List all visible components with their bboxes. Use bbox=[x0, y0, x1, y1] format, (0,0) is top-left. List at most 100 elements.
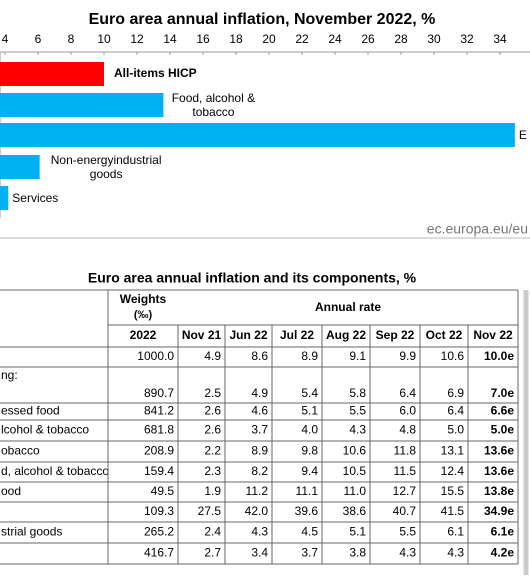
cell: 40.7 bbox=[393, 504, 417, 518]
x-tick-label: 16 bbox=[196, 32, 210, 46]
column-header: Nov 21 bbox=[182, 328, 222, 342]
cell: 841.2 bbox=[144, 404, 174, 418]
cell: 208.9 bbox=[144, 444, 174, 458]
cell: 6.4 bbox=[399, 386, 416, 400]
bar bbox=[0, 186, 9, 210]
x-tick-label: 10 bbox=[97, 32, 111, 46]
cell: 6.1e bbox=[491, 525, 515, 539]
row-label: ood bbox=[1, 484, 21, 498]
x-tick-label: 8 bbox=[68, 32, 75, 46]
cell: 1.9 bbox=[204, 484, 221, 498]
cell: 39.6 bbox=[295, 504, 319, 518]
cell: 4.3 bbox=[251, 525, 268, 539]
bar-label: All-items HICP bbox=[114, 66, 197, 80]
source: ec.europa.eu/eu bbox=[427, 221, 528, 237]
cell: 3.7 bbox=[301, 546, 318, 560]
row-label: lcohol & tobacco bbox=[1, 423, 89, 437]
bar bbox=[0, 62, 104, 86]
cell: 5.0 bbox=[447, 423, 464, 437]
cell: 109.3 bbox=[144, 504, 174, 518]
row-label: ng: bbox=[1, 368, 18, 382]
cell: 5.1 bbox=[301, 404, 318, 418]
cell: 416.7 bbox=[144, 546, 174, 560]
cell: 7.0e bbox=[491, 386, 515, 400]
cell: 10.6 bbox=[343, 444, 367, 458]
header-annual-rate: Annual rate bbox=[315, 300, 381, 314]
cell: 34.9e bbox=[484, 504, 514, 518]
x-tick-label: 12 bbox=[130, 32, 144, 46]
cell: 42.0 bbox=[245, 504, 269, 518]
header-weights: (‰) bbox=[134, 309, 153, 321]
cell: 15.5 bbox=[441, 484, 465, 498]
cell: 4.3 bbox=[349, 423, 366, 437]
cell: 2.3 bbox=[204, 464, 221, 478]
x-tick-label: 4 bbox=[2, 32, 9, 46]
cell: 9.8 bbox=[301, 444, 318, 458]
cell: 12.7 bbox=[393, 484, 417, 498]
row-label: strial goods bbox=[1, 525, 62, 539]
x-tick-label: 22 bbox=[295, 32, 309, 46]
cell: 3.8 bbox=[349, 546, 366, 560]
cell: 12.4 bbox=[441, 464, 465, 478]
x-tick-label: 28 bbox=[394, 32, 408, 46]
cell: 5.5 bbox=[399, 525, 416, 539]
column-header: Oct 22 bbox=[426, 328, 463, 342]
cell: 1000.0 bbox=[137, 349, 174, 363]
cell: 38.6 bbox=[343, 504, 367, 518]
bar bbox=[0, 155, 40, 179]
cell: 3.7 bbox=[251, 423, 268, 437]
cell: 8.9 bbox=[301, 349, 318, 363]
chart-title: Euro area annual inflation, November 202… bbox=[89, 11, 436, 28]
column-header: Sep 22 bbox=[376, 328, 415, 342]
cell: 2.5 bbox=[204, 386, 221, 400]
cell: 5.4 bbox=[301, 386, 318, 400]
cell: 6.6e bbox=[491, 404, 515, 418]
cell: 265.2 bbox=[144, 525, 174, 539]
cell: 4.6 bbox=[251, 404, 268, 418]
cell: 6.9 bbox=[447, 386, 464, 400]
row-label: obacco bbox=[1, 444, 40, 458]
cell: 4.3 bbox=[399, 546, 416, 560]
cell: 9.1 bbox=[349, 349, 366, 363]
cell: 11.1 bbox=[296, 484, 319, 498]
cell: 4.3 bbox=[447, 546, 464, 560]
bar bbox=[0, 123, 515, 147]
cell: 13.1 bbox=[441, 444, 465, 458]
cell: 11.8 bbox=[394, 444, 417, 458]
cell: 2.6 bbox=[204, 404, 221, 418]
cell: 49.5 bbox=[151, 484, 175, 498]
cell: 5.5 bbox=[349, 404, 366, 418]
cell: 8.2 bbox=[251, 464, 268, 478]
cell: 5.0e bbox=[491, 423, 515, 437]
bar-label: Non-energyindustrial goods bbox=[50, 153, 162, 181]
cell: 9.9 bbox=[399, 349, 416, 363]
x-tick-label: 6 bbox=[35, 32, 42, 46]
cell: 6.0 bbox=[399, 404, 416, 418]
column-header: Aug 22 bbox=[326, 328, 366, 342]
cell: 2.7 bbox=[204, 546, 221, 560]
row-label: essed food bbox=[1, 404, 60, 418]
table-title: Euro area annual inflation and its compo… bbox=[88, 270, 417, 286]
x-tick-label: 34 bbox=[493, 32, 507, 46]
cell: 4.9 bbox=[251, 386, 268, 400]
cell: 2.2 bbox=[204, 444, 221, 458]
cell: 890.7 bbox=[144, 386, 174, 400]
cell: 13.8e bbox=[484, 484, 514, 498]
cell: 8.6 bbox=[251, 349, 268, 363]
cell: 3.4 bbox=[251, 546, 268, 560]
cell: 10.6 bbox=[441, 349, 465, 363]
cell: 4.9 bbox=[204, 349, 221, 363]
cell: 4.8 bbox=[399, 423, 416, 437]
cell: 681.8 bbox=[144, 423, 174, 437]
column-header: Jul 22 bbox=[280, 328, 314, 342]
column-header: Nov 22 bbox=[473, 328, 513, 342]
cell: 4.5 bbox=[301, 525, 318, 539]
x-tick-label: 30 bbox=[427, 32, 441, 46]
cell: 2.6 bbox=[204, 423, 221, 437]
bar-label: Food, alcohol & tobacco bbox=[171, 91, 256, 119]
cell: 11.5 bbox=[394, 464, 417, 478]
cell: 6.1 bbox=[447, 525, 464, 539]
cell: 27.5 bbox=[198, 504, 222, 518]
x-tick-label: 24 bbox=[328, 32, 342, 46]
